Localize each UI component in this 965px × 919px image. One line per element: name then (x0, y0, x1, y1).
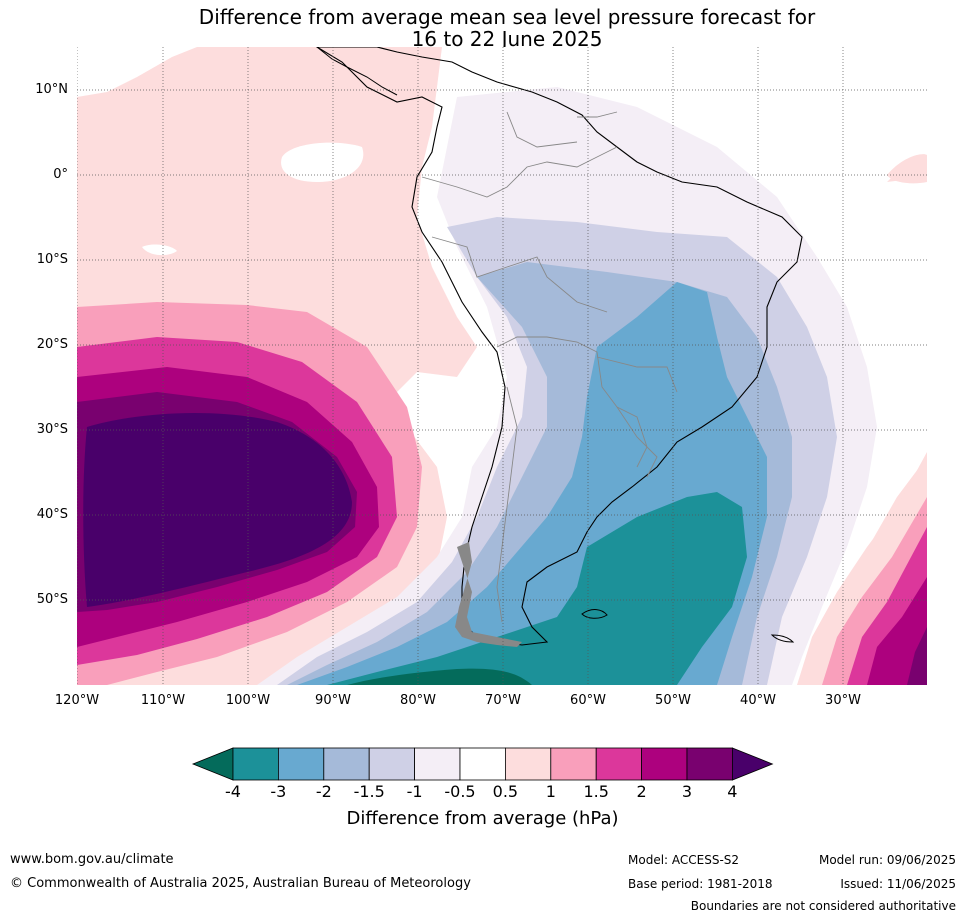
colorbar-tick-label: -2 (315, 782, 332, 801)
lat-label-10s: 10°S (36, 252, 68, 267)
lat-label-40s: 40°S (36, 507, 68, 522)
colorbar-segment (323, 747, 370, 781)
lon-label-30w: 30°W (825, 693, 861, 708)
colorbar-tick-label: 3 (681, 782, 693, 801)
colorbar-tick-label: 1.5 (583, 782, 609, 801)
colorbar-tick-label: -1.5 (353, 782, 385, 801)
lon-label-90w: 90°W (315, 693, 351, 708)
lat-label-0: 0° (53, 167, 68, 182)
colorbar (191, 747, 774, 781)
colorbar-tick-label: -4 (225, 782, 241, 801)
colorbar-over-arrow (732, 747, 774, 781)
region-minus-3 (327, 492, 747, 685)
lon-label-70w: 70°W (485, 693, 521, 708)
lat-label-50s: 50°S (36, 592, 68, 607)
footer-issued: Issued: 11/06/2025 (840, 877, 956, 891)
colorbar-tick-label: 2 (636, 782, 647, 801)
region-near-average-island (281, 142, 364, 182)
colorbar-segment (595, 747, 643, 781)
region-below-minus-4 (347, 668, 532, 685)
footer-website: www.bom.gov.au/climate (10, 852, 174, 867)
colorbar-tick-label: -3 (270, 782, 287, 801)
region-near-average (77, 47, 197, 97)
colorbar-segment (232, 747, 279, 781)
country-borders (421, 111, 678, 623)
footer-model-run: Model run: 09/06/2025 (818, 853, 956, 867)
colorbar-under-arrow (191, 747, 234, 781)
lat-label-30s: 30°S (36, 422, 68, 437)
lat-label-20s: 20°S (36, 337, 68, 352)
colorbar-segment (550, 747, 597, 781)
lon-label-50w: 50°W (655, 693, 691, 708)
footer-boundaries-note: Boundaries are not considered authoritat… (690, 899, 956, 913)
colorbar-segment (504, 747, 552, 781)
colorbar-tick-label: -1 (406, 782, 423, 801)
lon-label-80w: 80°W (400, 693, 436, 708)
lon-label-100w: 100°W (225, 693, 271, 708)
colorbar-segment (414, 747, 461, 781)
lon-label-110w: 110°W (140, 693, 186, 708)
footer-model: Model: ACCESS-S2 (628, 853, 740, 867)
colorbar-tick-label: -0.5 (444, 782, 476, 801)
colorbar-segment (278, 747, 325, 781)
colorbar-tick-label: 1 (545, 782, 556, 801)
footer-copyright: © Commonwealth of Australia 2025, Austra… (10, 876, 471, 891)
lat-label-10n: 10°N (35, 82, 68, 97)
south-america-coastline (315, 47, 803, 646)
colorbar-tick-label: 4 (727, 782, 738, 801)
colorbar-segment (641, 747, 688, 781)
colorbar-label: Difference from average (hPa) (346, 808, 619, 829)
lon-label-120w: 120°W (54, 693, 100, 708)
colorbar-segment (459, 747, 506, 781)
lon-label-60w: 60°W (570, 693, 606, 708)
lon-label-40w: 40°W (740, 693, 776, 708)
colorbar-segment (368, 747, 415, 781)
colorbar-tick-label: 0.5 (492, 782, 519, 801)
map-title-line1: Difference from average mean sea level p… (198, 5, 816, 29)
footer-base-period: Base period: 1981-2018 (628, 877, 773, 891)
region-plus-2-southeast (867, 577, 927, 685)
region-plus-4 (83, 412, 352, 607)
colorbar-segment (686, 747, 733, 781)
graticule (77, 47, 927, 685)
pressure-anomaly-map (77, 47, 927, 685)
